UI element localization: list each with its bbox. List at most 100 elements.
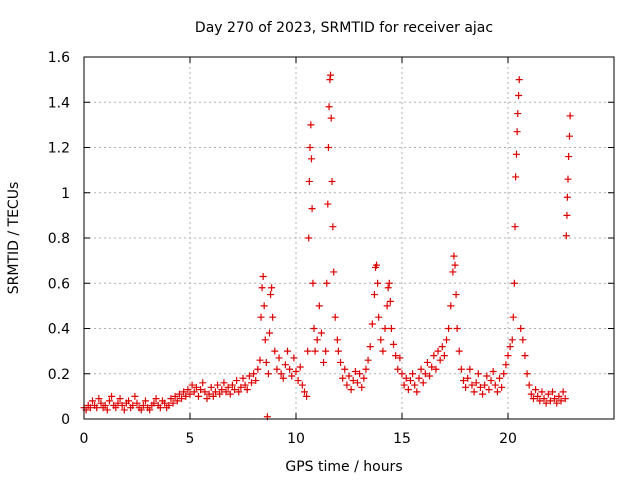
data-point [452, 291, 460, 299]
data-point [432, 365, 440, 373]
data-point [180, 388, 188, 396]
data-point [178, 395, 186, 403]
data-point [356, 370, 364, 378]
data-point [508, 336, 516, 344]
data-point [493, 388, 501, 396]
data-point [464, 374, 472, 382]
data-point [101, 401, 109, 409]
x-tick-label: 5 [186, 431, 195, 447]
data-point [390, 340, 398, 348]
data-point [325, 103, 333, 111]
data-point [525, 381, 533, 389]
data-point [279, 374, 287, 382]
data-point [300, 388, 308, 396]
data-point [296, 363, 304, 371]
data-point [258, 284, 266, 292]
data-point [205, 390, 213, 398]
data-point [563, 193, 571, 201]
data-point [292, 367, 300, 375]
y-tick-label: 1 [61, 186, 70, 202]
data-point [341, 365, 349, 373]
data-point [565, 132, 573, 140]
data-point [252, 377, 260, 385]
data-point [447, 302, 455, 310]
x-tick-label: 20 [499, 431, 517, 447]
data-point [375, 313, 383, 321]
data-point [194, 392, 202, 400]
data-point [220, 379, 228, 387]
data-point [173, 397, 181, 405]
data-point [239, 374, 247, 382]
data-point [190, 388, 198, 396]
tick-labels: 0 5 10 15 20 0 0.2 0.4 0.6 0.8 1 1.2 1.4 1.6 [48, 50, 517, 447]
y-tick-label: 0.8 [48, 231, 70, 247]
data-point [562, 232, 570, 240]
data-point [353, 379, 361, 387]
data-point [129, 401, 137, 409]
data-point [438, 343, 446, 351]
data-point [374, 279, 382, 287]
data-point [451, 261, 459, 269]
data-point [184, 386, 192, 394]
data-point [491, 381, 499, 389]
data-point [267, 291, 275, 299]
data-point [510, 279, 518, 287]
data-point [309, 279, 317, 287]
chart-title: Day 270 of 2023, SRMTID for receiver aja… [195, 20, 493, 36]
data-point [228, 381, 236, 389]
data-point [386, 297, 394, 305]
data-point [320, 358, 328, 366]
x-tick-label: 10 [287, 431, 305, 447]
data-point [268, 284, 276, 292]
data-point [201, 388, 209, 396]
data-point [108, 392, 116, 400]
data-point [534, 392, 542, 400]
data-point [188, 381, 196, 389]
data-point [364, 356, 372, 364]
data-point [413, 388, 421, 396]
data-point [500, 370, 508, 378]
data-point [271, 347, 279, 355]
data-point [498, 383, 506, 391]
data-point [483, 372, 491, 380]
data-point [226, 390, 234, 398]
data-point [209, 392, 217, 400]
data-point [450, 252, 458, 260]
data-point [411, 381, 419, 389]
data-point [165, 401, 173, 409]
data-point [171, 392, 179, 400]
data-point [266, 329, 273, 337]
data-point [261, 336, 269, 344]
data-point [307, 121, 315, 129]
data-point [481, 381, 489, 389]
data-point [504, 352, 512, 360]
data-point [241, 381, 249, 389]
data-point [527, 390, 535, 398]
data-point [404, 386, 412, 394]
data-point [436, 356, 444, 364]
data-point [453, 325, 461, 332]
data-point [231, 386, 239, 394]
data-point [536, 397, 544, 405]
data-point [468, 381, 476, 389]
data-point [203, 395, 211, 403]
y-tick-label: 1.2 [48, 141, 70, 157]
data-point [512, 150, 520, 158]
data-point [222, 388, 230, 396]
data-point [417, 365, 425, 373]
data-point [323, 279, 331, 287]
data-point [86, 404, 94, 412]
data-point [262, 358, 270, 366]
data-point [131, 392, 139, 400]
data-point [358, 383, 366, 391]
data-point [310, 325, 318, 332]
data-point [290, 354, 298, 362]
data-point [233, 377, 241, 385]
data-point [125, 397, 133, 405]
data-point [339, 374, 347, 382]
data-point [311, 347, 319, 355]
data-point [546, 397, 554, 405]
data-point [476, 383, 484, 391]
data-point [368, 320, 376, 328]
